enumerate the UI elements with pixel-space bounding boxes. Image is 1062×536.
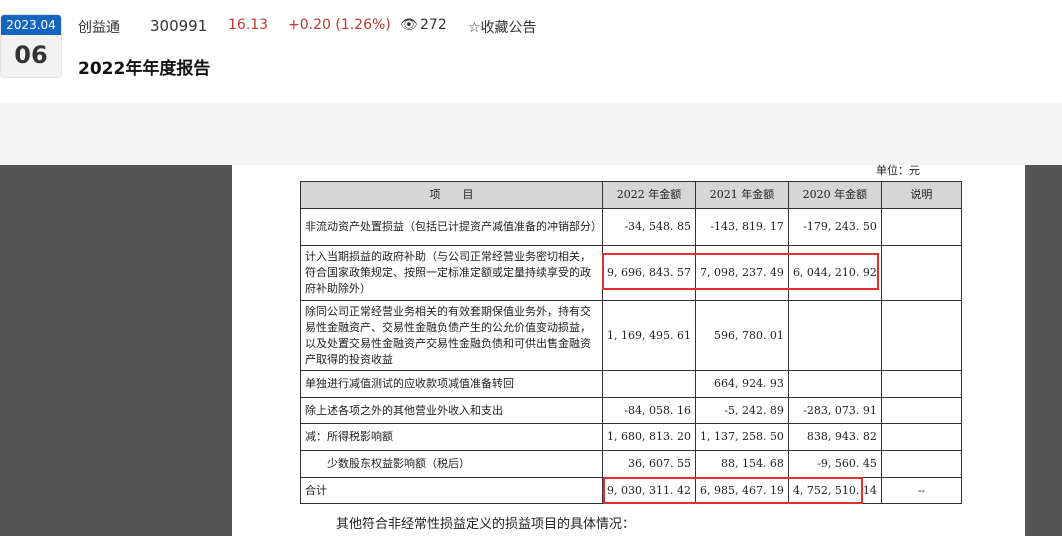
col-item: 项 目: [300, 181, 603, 209]
cell: 计入当期损益的政府补助（与公司正常经营业务密切相关，符合国家政策规定、按照一定标…: [300, 245, 603, 301]
page-title: 2022年年度报告: [78, 59, 211, 79]
cell: 少数股东权益影响额（税后）: [300, 450, 603, 478]
cell: [880, 423, 962, 451]
col-note: 说明: [880, 181, 962, 209]
footer-text: 其他符合非经常性损益定义的损益项目的具体情况：: [336, 517, 636, 532]
cell: [880, 450, 962, 478]
table-header: 项 目 2022 年金额 2021 年金额 2020 年金额 说明: [300, 181, 962, 209]
table-row: 除同公司正常经营业务相关的有效套期保值业务外，持有交易性金融资产、交易性金融负债…: [300, 300, 962, 371]
non-recurring-table: 项 目 2022 年金额 2021 年金额 2020 年金额 说明 非流动资产处…: [300, 181, 962, 504]
cell: 36, 607. 55: [602, 450, 696, 478]
cell: 1, 137, 258. 50: [694, 423, 789, 451]
table-row: 计入当期损益的政府补助（与公司正常经营业务密切相关，符合国家政策规定、按照一定标…: [300, 245, 962, 301]
cell: 除上述各项之外的其他营业外收入和支出: [300, 397, 603, 424]
cell: 88, 154. 68: [694, 450, 789, 478]
cell: --: [880, 477, 962, 504]
cell: -9, 560. 45: [787, 450, 882, 478]
highlight-box-subsidy: [602, 253, 879, 290]
cell: -143, 819. 17: [694, 208, 789, 246]
cell: 596, 780. 01: [694, 300, 789, 371]
cell: 9, 030, 311. 42: [602, 477, 696, 504]
table-row: 少数股东权益影响额（税后） 36, 607. 55 88, 154. 68 -9, 5…: [300, 450, 962, 478]
stock-code[interactable]: 300991: [150, 17, 208, 35]
unit-label: 单位：元: [876, 164, 920, 177]
view-count: 272: [420, 17, 447, 33]
cell: 除同公司正常经营业务相关的有效套期保值业务外，持有交易性金融资产、交易性金融负债…: [300, 300, 603, 371]
cell: 单独进行减值测试的应收款项减值准备转回: [300, 370, 603, 398]
eye-icon: 👁: [400, 17, 418, 33]
cell: -283, 073. 91: [787, 397, 882, 424]
cell: 6, 985, 467. 19: [694, 477, 789, 504]
cell: [880, 370, 962, 398]
cell: [787, 370, 882, 398]
cell: 非流动资产处置损益（包括已计提资产减值准备的冲销部分）: [300, 208, 603, 246]
cell: [602, 370, 696, 398]
company-name[interactable]: 创益通: [78, 20, 120, 36]
stock-change: +0.20 (1.26%): [288, 17, 391, 33]
cell: 664, 924. 93: [694, 370, 789, 398]
cell: 838, 943. 82: [787, 423, 882, 451]
cell: 合计: [300, 477, 603, 504]
cell: [787, 300, 882, 371]
stock-price: 16.13: [228, 17, 269, 33]
cell: 4, 752, 510. 14: [787, 477, 882, 504]
highlight-box-total: [603, 477, 863, 504]
document-page: 单位：元 项 目 2022 年金额 2021 年金额 2020 年金额 说明 非…: [232, 164, 1025, 536]
cell: -34, 548. 85: [602, 208, 696, 246]
date-year-month: 2023.04: [1, 15, 61, 35]
cell: [880, 245, 962, 301]
toolbar-band: [0, 103, 1062, 165]
table-row: 单独进行减值测试的应收款项减值准备转回 664, 924. 93: [300, 370, 962, 398]
table-row-total: 合计 9, 030, 311. 42 6, 985, 467. 19 4, 752, …: [300, 477, 962, 504]
cell: 1, 680, 813. 20: [602, 423, 696, 451]
cell: 减：所得税影响额: [300, 423, 603, 451]
cell: -179, 243. 50: [787, 208, 882, 246]
date-badge: 2023.04 06: [0, 14, 62, 78]
col-2020: 2020 年金额: [787, 181, 882, 209]
table-row: 除上述各项之外的其他营业外收入和支出 -84, 058. 16 -5, 242. 8…: [300, 397, 962, 424]
col-2021: 2021 年金额: [694, 181, 789, 209]
col-2022: 2022 年金额: [602, 181, 696, 209]
cell: -5, 242. 89: [694, 397, 789, 424]
table-row: 非流动资产处置损益（包括已计提资产减值准备的冲销部分） -34, 548. 85-…: [300, 208, 962, 246]
cell: [880, 300, 962, 371]
date-day: 06: [14, 41, 48, 69]
cell: 1, 169, 495. 61: [602, 300, 696, 371]
cell: [880, 397, 962, 424]
cell: -84, 058. 16: [602, 397, 696, 424]
table-row: 减：所得税影响额 1, 680, 813. 20 1, 137, 258. 50 83…: [300, 423, 962, 451]
favorite-button[interactable]: ☆收藏公告: [468, 20, 537, 36]
cell: [880, 208, 962, 246]
